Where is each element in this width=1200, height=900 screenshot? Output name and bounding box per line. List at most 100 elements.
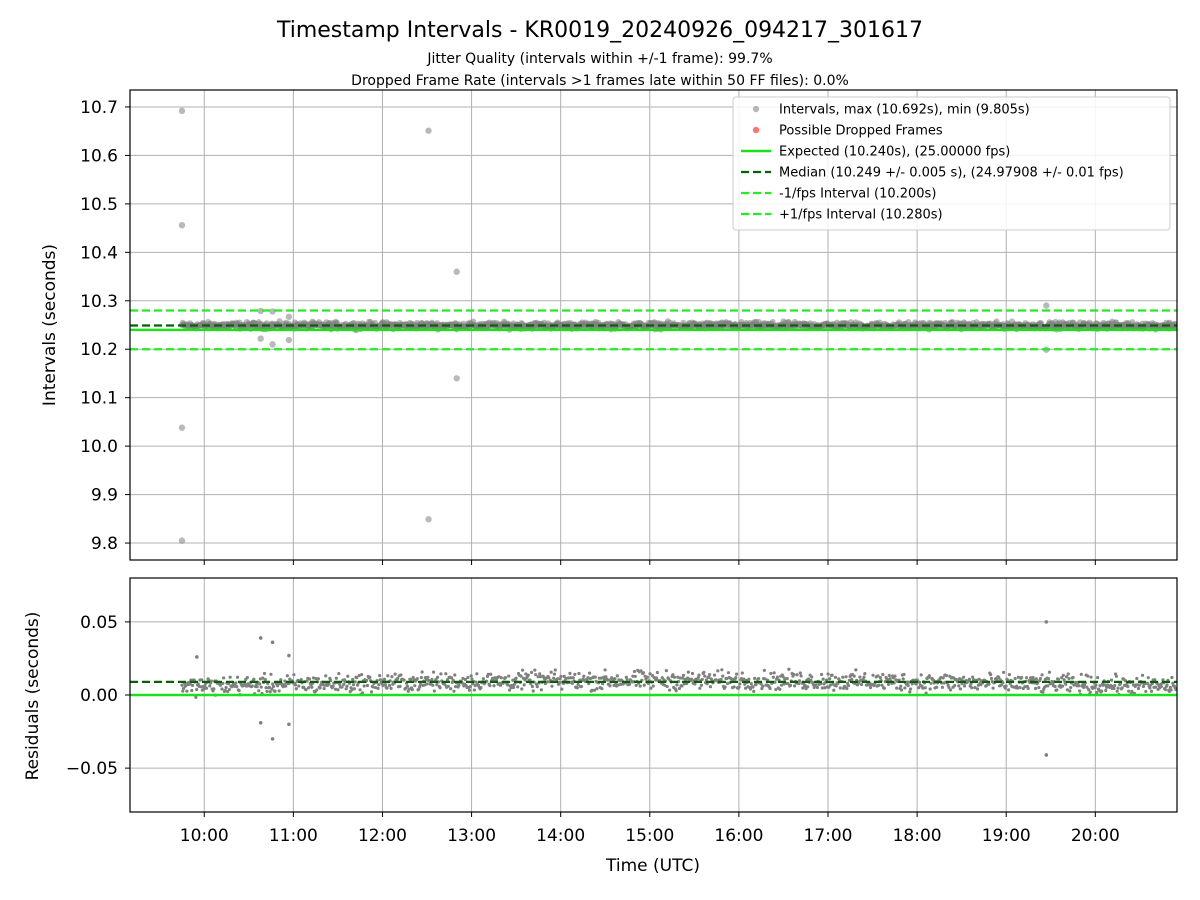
residual-point [360,691,365,695]
residual-point [1023,685,1027,689]
intervals-y-tick-label: 10.0 [80,437,118,457]
residual-point [973,686,977,690]
residual-point [310,685,314,689]
chart-subtitle-dropped: Dropped Frame Rate (intervals >1 frames … [351,73,849,89]
residual-point [373,685,378,690]
legend-label: -1/fps Interval (10.200s) [779,187,936,202]
residual-point [633,674,637,679]
residual-point [368,675,372,679]
residual-point [1170,675,1174,680]
residual-point [852,674,856,678]
residual-point [488,684,492,688]
residual-outlier-point [195,655,199,659]
residual-point [292,673,296,677]
residual-point [997,675,1001,680]
residual-point [1026,686,1030,690]
residual-point [828,683,833,687]
residual-point [708,672,712,677]
residual-point [876,674,880,678]
residual-point [832,688,836,692]
residual-point [1169,688,1173,692]
residual-point [708,685,713,689]
residual-point [195,687,199,692]
residual-point [461,676,465,681]
residual-point [1015,686,1020,690]
residual-point [716,669,720,673]
residual-point [358,688,362,692]
residual-point [863,672,867,676]
residual-point [947,685,951,690]
residual-point [556,677,560,681]
residual-point [432,689,436,693]
residual-point [235,685,239,689]
residual-point [305,679,309,683]
residual-point [180,683,184,687]
residual-outlier-point [287,722,291,727]
residual-point [935,685,939,689]
residual-point [899,684,903,688]
residual-point [841,675,845,679]
residual-point [643,674,647,678]
residual-point [939,675,943,680]
residual-point [608,684,612,688]
residual-point [376,686,380,691]
residual-point [430,677,434,682]
residual-point [338,682,342,686]
residual-point [402,678,406,682]
residual-point [531,689,535,693]
residual-point [719,677,723,682]
residual-point [203,684,207,688]
residual-point [833,675,838,679]
residual-point [1163,688,1168,692]
residual-point [415,677,419,681]
residual-point [785,676,789,681]
legend-label: Median (10.249 +/- 0.005 s), (24.97908 +… [779,166,1124,181]
residual-point [850,677,854,681]
residual-point [407,687,411,691]
interval-outlier-point [453,375,460,382]
residual-point [564,676,568,681]
residuals-y-axis-label: Residuals (seconds) [23,612,43,781]
x-tick-label: 16:00 [714,826,763,846]
residual-point [928,687,932,691]
residual-point [675,683,679,687]
residual-point [390,675,394,679]
residual-point [902,672,906,677]
residual-point [1033,686,1038,691]
residual-point [535,685,539,689]
residual-point [696,675,700,680]
residual-point [506,683,510,687]
residual-point [426,675,430,679]
residual-point [294,687,298,691]
residual-point [557,680,561,685]
residual-point [619,682,623,686]
residual-point [1046,684,1050,688]
residual-point [854,668,858,672]
residual-point [773,680,777,684]
residual-point [336,688,340,692]
residual-point [797,679,802,683]
residual-point [452,689,456,693]
residual-point [859,682,864,687]
residual-point [1105,685,1109,689]
residual-point [799,674,803,678]
residual-point [1002,670,1006,674]
residual-point [971,675,975,679]
residual-point [264,686,268,690]
residual-point [536,675,540,679]
residual-point [698,686,702,690]
residual-point [798,671,802,675]
intervals-y-tick-label: 9.8 [91,534,118,554]
residual-point [1047,670,1052,674]
residual-point [702,670,706,674]
residual-point [1161,678,1165,682]
chart-title: Timestamp Intervals - KR0019_20240926_09… [276,18,923,43]
residual-point [263,677,267,682]
residual-point [423,675,427,680]
residual-point [690,677,694,681]
residual-point [568,671,572,675]
residual-point [445,678,450,682]
residual-point [616,683,620,687]
residual-point [977,677,981,681]
residual-point [967,677,971,681]
